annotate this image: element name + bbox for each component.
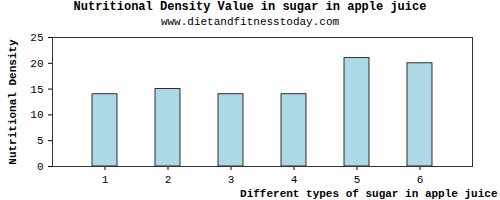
svg-text:6: 6 — [417, 174, 424, 186]
svg-text:5: 5 — [354, 174, 361, 186]
svg-text:5: 5 — [37, 135, 44, 147]
svg-text:4: 4 — [291, 174, 298, 186]
html-text:www.dietandfitnesstoday.com: www.dietandfitnesstoday.com — [160, 16, 340, 28]
svg-text:15: 15 — [30, 84, 43, 96]
svg-text:Nutritional Density: Nutritional Density — [7, 39, 19, 165]
svg-text:10: 10 — [30, 109, 43, 121]
svg-text:3: 3 — [228, 174, 235, 186]
svg-text:1: 1 — [102, 174, 109, 186]
svg-text:25: 25 — [30, 32, 43, 44]
svg-text:0: 0 — [37, 161, 44, 173]
svg-text:20: 20 — [30, 58, 43, 70]
svg-text:2: 2 — [165, 174, 172, 186]
svg-text:Different types of sugar in ap: Different types of sugar in apple juice — [240, 188, 498, 200]
html-text:Nutritional Density Value in s: Nutritional Density Value in sugar in ap… — [73, 0, 427, 14]
